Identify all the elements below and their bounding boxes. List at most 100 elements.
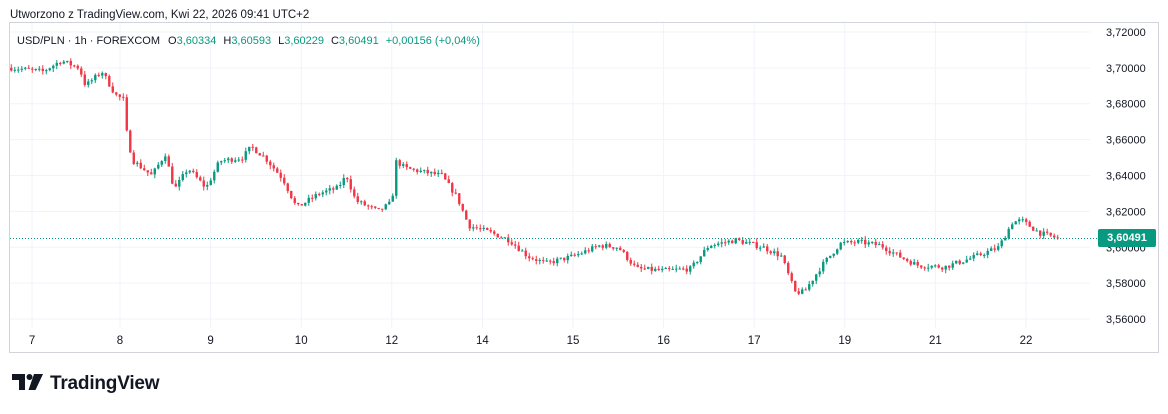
- x-tick-label: 21: [929, 335, 942, 347]
- candle-body: [794, 280, 797, 292]
- candle-body: [598, 245, 601, 247]
- price-axis: 3,72000 3,70000 3,68000 3,66000 3,64000 3,620…: [1106, 27, 1146, 326]
- candle-body: [94, 74, 97, 81]
- candle-body: [405, 164, 408, 168]
- candle-body: [563, 257, 566, 261]
- candle-body: [920, 265, 923, 268]
- candle-body: [381, 208, 384, 210]
- candle-body: [66, 60, 69, 62]
- candle-body: [479, 228, 482, 230]
- candle-body: [514, 244, 517, 246]
- candle-body: [38, 68, 41, 70]
- candle-body: [710, 245, 713, 249]
- candle-body: [790, 273, 793, 281]
- candle-body: [608, 244, 611, 248]
- y-tick-label: 3,70000: [1106, 63, 1146, 75]
- candle-body: [1053, 235, 1056, 238]
- candle-body: [230, 158, 233, 162]
- candle-body: [384, 204, 387, 210]
- y-tick-label: 3,66000: [1106, 135, 1146, 147]
- candle-body: [668, 268, 671, 270]
- candle-body: [402, 164, 405, 166]
- candle-body: [983, 254, 986, 256]
- candle-body: [157, 164, 160, 169]
- candle-body: [363, 201, 366, 206]
- candle-body: [293, 198, 296, 203]
- high-value: 3,60593: [231, 35, 272, 47]
- candle-body: [825, 257, 828, 262]
- candle-body: [671, 268, 674, 270]
- candle-body: [367, 205, 370, 207]
- candle-body: [353, 189, 356, 197]
- candle-body: [769, 251, 772, 254]
- candle-body: [724, 242, 727, 244]
- candle-body: [328, 188, 331, 191]
- candle-body: [472, 227, 475, 229]
- candle-body: [272, 165, 275, 169]
- candle-body: [941, 267, 944, 270]
- candle-body: [241, 159, 244, 161]
- open-label: O: [168, 35, 177, 47]
- candle-body: [262, 155, 265, 157]
- candle-body: [528, 256, 531, 259]
- candle-body: [654, 268, 657, 271]
- candle-body: [290, 191, 293, 199]
- candle-body: [430, 171, 433, 174]
- candle-body: [122, 96, 125, 98]
- candle-body: [318, 194, 321, 196]
- candle-body: [696, 262, 699, 264]
- candle-body: [664, 268, 667, 270]
- x-tick-label: 9: [207, 335, 213, 347]
- y-tick-label: 3,72000: [1106, 27, 1146, 39]
- candle-body: [559, 257, 562, 259]
- candle-body: [549, 260, 552, 262]
- tradingview-logo[interactable]: TradingView: [12, 373, 160, 395]
- candle-body: [34, 68, 37, 70]
- candle-body: [69, 60, 72, 66]
- candle-body: [888, 251, 891, 254]
- candle-body: [115, 92, 118, 95]
- candle-body: [251, 146, 254, 148]
- symbol-label[interactable]: USD/PLN · 1h · FOREXCOM: [17, 35, 161, 47]
- x-tick-label: 10: [295, 335, 308, 347]
- candle-body: [440, 172, 443, 174]
- candle-body: [958, 260, 961, 264]
- candle-body: [307, 197, 310, 203]
- candle-body: [727, 240, 730, 243]
- candle-body: [388, 201, 391, 205]
- candle-body: [489, 229, 492, 232]
- candle-body: [444, 173, 447, 180]
- candle-body: [752, 241, 755, 243]
- candle-body: [1018, 219, 1021, 222]
- candle-body: [976, 253, 979, 255]
- candle-body: [248, 146, 251, 152]
- candle-body: [90, 80, 93, 82]
- candle-body: [580, 253, 583, 255]
- candle-body: [1021, 219, 1024, 221]
- candle-body: [398, 160, 401, 166]
- y-tick-label: 3,68000: [1106, 99, 1146, 111]
- candle-body: [801, 289, 804, 294]
- candle-body: [206, 184, 209, 187]
- candle-body: [909, 260, 912, 265]
- candle-body: [965, 259, 968, 263]
- x-tick-label: 19: [838, 335, 851, 347]
- candle-body: [535, 259, 538, 261]
- candle-body: [762, 246, 765, 248]
- candle-body: [678, 268, 681, 270]
- candle-body: [902, 257, 905, 259]
- candle-body: [682, 268, 685, 270]
- candle-body: [997, 246, 1000, 250]
- candle-body: [552, 261, 555, 264]
- candle-body: [619, 247, 622, 251]
- candle-body: [913, 262, 916, 265]
- candle-body: [1046, 231, 1049, 233]
- candle-body: [545, 260, 548, 262]
- ohlc-legend: USD/PLN · 1h · FOREXCOM O 3,60334 H 3,6059…: [17, 35, 480, 47]
- candle-body: [104, 73, 107, 77]
- candle-body: [493, 231, 496, 234]
- candle-body: [304, 202, 307, 206]
- candle-body: [573, 254, 576, 256]
- candle-body: [31, 68, 34, 70]
